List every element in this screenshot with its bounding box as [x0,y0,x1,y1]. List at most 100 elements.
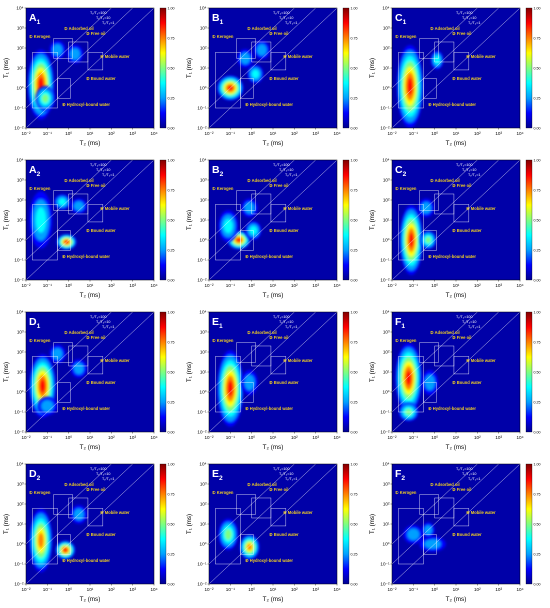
region-label: ⑥ Hydroxyl-bound water [62,406,110,411]
ratio-label: T₁/T₂=10 [279,16,293,20]
x-tick-label: 10¹ [270,131,277,136]
region-box [236,38,256,59]
panel-D2: T₁/T₂=100 T₁/T₂=10 T₁/T₂=1 ① Kerogen ② Adsor… [0,456,183,608]
region-label: ⑥ Hydroxyl-bound water [245,102,293,107]
y-tick-label: 10⁰ [383,238,390,243]
region-label: ① Kerogen [395,490,417,495]
contour-level [425,236,432,244]
region-box [68,497,89,519]
y-tick-label: 10⁴ [382,310,389,315]
y-axis-label: T₁ (ms) [3,210,10,230]
y-tick-label: 10⁻² [14,126,24,131]
colorbar-tick-label: 0.00 [168,430,175,434]
ratio-label: T₁/T₂=10 [96,320,110,324]
colorbar-tick-label: 0.50 [534,370,541,374]
region-label: ⑤ Bound water [269,532,299,537]
ratio-label: T₁/T₂=100 [273,11,290,15]
ratio-line [209,464,295,545]
ratio-label: T₁/T₂=100 [273,163,290,167]
x-tick-label: 10³ [312,283,319,288]
ratio-label: T₁/T₂=1 [468,21,480,25]
region-label: ③ Free oil [86,31,105,36]
x-tick-label: 10¹ [453,587,460,592]
contour-level [70,48,81,60]
region-box [87,508,104,527]
ratio-line [392,8,478,89]
colorbar-tick-label: 0.50 [351,218,358,222]
ratio-label: T₁/T₂=10 [96,472,110,476]
y-tick-label: 10⁴ [16,6,23,11]
contour-level [58,198,66,206]
x-tick-label: 10⁴ [333,587,340,592]
y-tick-label: 10³ [17,482,24,487]
region-label: ① Kerogen [212,490,234,495]
y-tick-label: 10³ [17,26,24,31]
y-tick-label: 10⁰ [383,542,390,547]
contour-level [434,55,440,65]
panel-D1: T₁/T₂=100 T₁/T₂=10 T₁/T₂=1 ① Kerogen ② Adsor… [0,304,183,456]
region-label: ① Kerogen [212,338,234,343]
colorbar-tick-label: 0.50 [168,218,175,222]
region-box [68,193,89,215]
ratio-line [26,160,133,261]
peak-0 [399,205,423,275]
contour-level [251,69,260,79]
ratio-line [209,160,316,261]
x-tick-label: 10¹ [87,435,94,440]
region-box [453,356,470,375]
ratio-label: T₁/T₂=10 [462,168,476,172]
contour-level [247,544,252,551]
region-label: ④ Mobile water [466,510,496,515]
region-label: ② Adsorbed oil [430,26,460,31]
region-box [419,38,439,59]
y-tick-label: 10⁻² [14,430,24,435]
x-axis-label: T₂ (ms) [263,140,284,147]
region-box [270,356,287,375]
peak-2 [247,64,264,84]
colorbar-tick-label: 0.50 [534,66,541,70]
y-tick-label: 10¹ [17,218,24,223]
region-label: ⑥ Hydroxyl-bound water [62,254,110,259]
region-label: ① Kerogen [395,34,417,39]
y-tick-label: 10¹ [200,370,207,375]
x-tick-label: 10² [474,131,481,136]
region-box [53,38,73,59]
region-label: ② Adsorbed oil [247,482,277,487]
colorbar [525,463,533,585]
colorbar-tick-label: 0.00 [534,278,541,282]
y-tick-label: 10⁻² [14,278,24,283]
x-tick-label: 10² [108,283,115,288]
y-tick-label: 10⁴ [16,462,23,467]
y-axis-label: T₁ (ms) [3,58,10,78]
x-axis-label: T₂ (ms) [446,292,467,299]
y-tick-label: 10⁰ [383,390,390,395]
colorbar-tick-label: 0.00 [534,582,541,586]
y-tick-label: 10⁻¹ [197,258,207,263]
x-tick-label: 10⁰ [248,131,255,136]
region-label: ③ Free oil [269,487,288,492]
x-tick-label: 10³ [495,587,502,592]
y-tick-label: 10³ [383,178,390,183]
colorbar [525,159,533,281]
region-box [419,342,439,363]
y-tick-label: 10⁻² [197,582,207,587]
region-label: ④ Mobile water [100,206,130,211]
region-label: ② Adsorbed oil [64,178,94,183]
x-tick-label: 10⁰ [248,587,255,592]
region-box [423,382,437,403]
region-label: ⑤ Bound water [269,228,299,233]
region-label: ⑤ Bound water [86,76,116,81]
x-tick-label: 10¹ [87,283,94,288]
peak-0 [403,525,424,544]
ratio-line [392,160,499,261]
peak-0 [217,350,244,427]
x-tick-label: 10⁴ [150,283,157,288]
region-label: ③ Free oil [452,335,471,340]
peak-1 [420,230,437,250]
